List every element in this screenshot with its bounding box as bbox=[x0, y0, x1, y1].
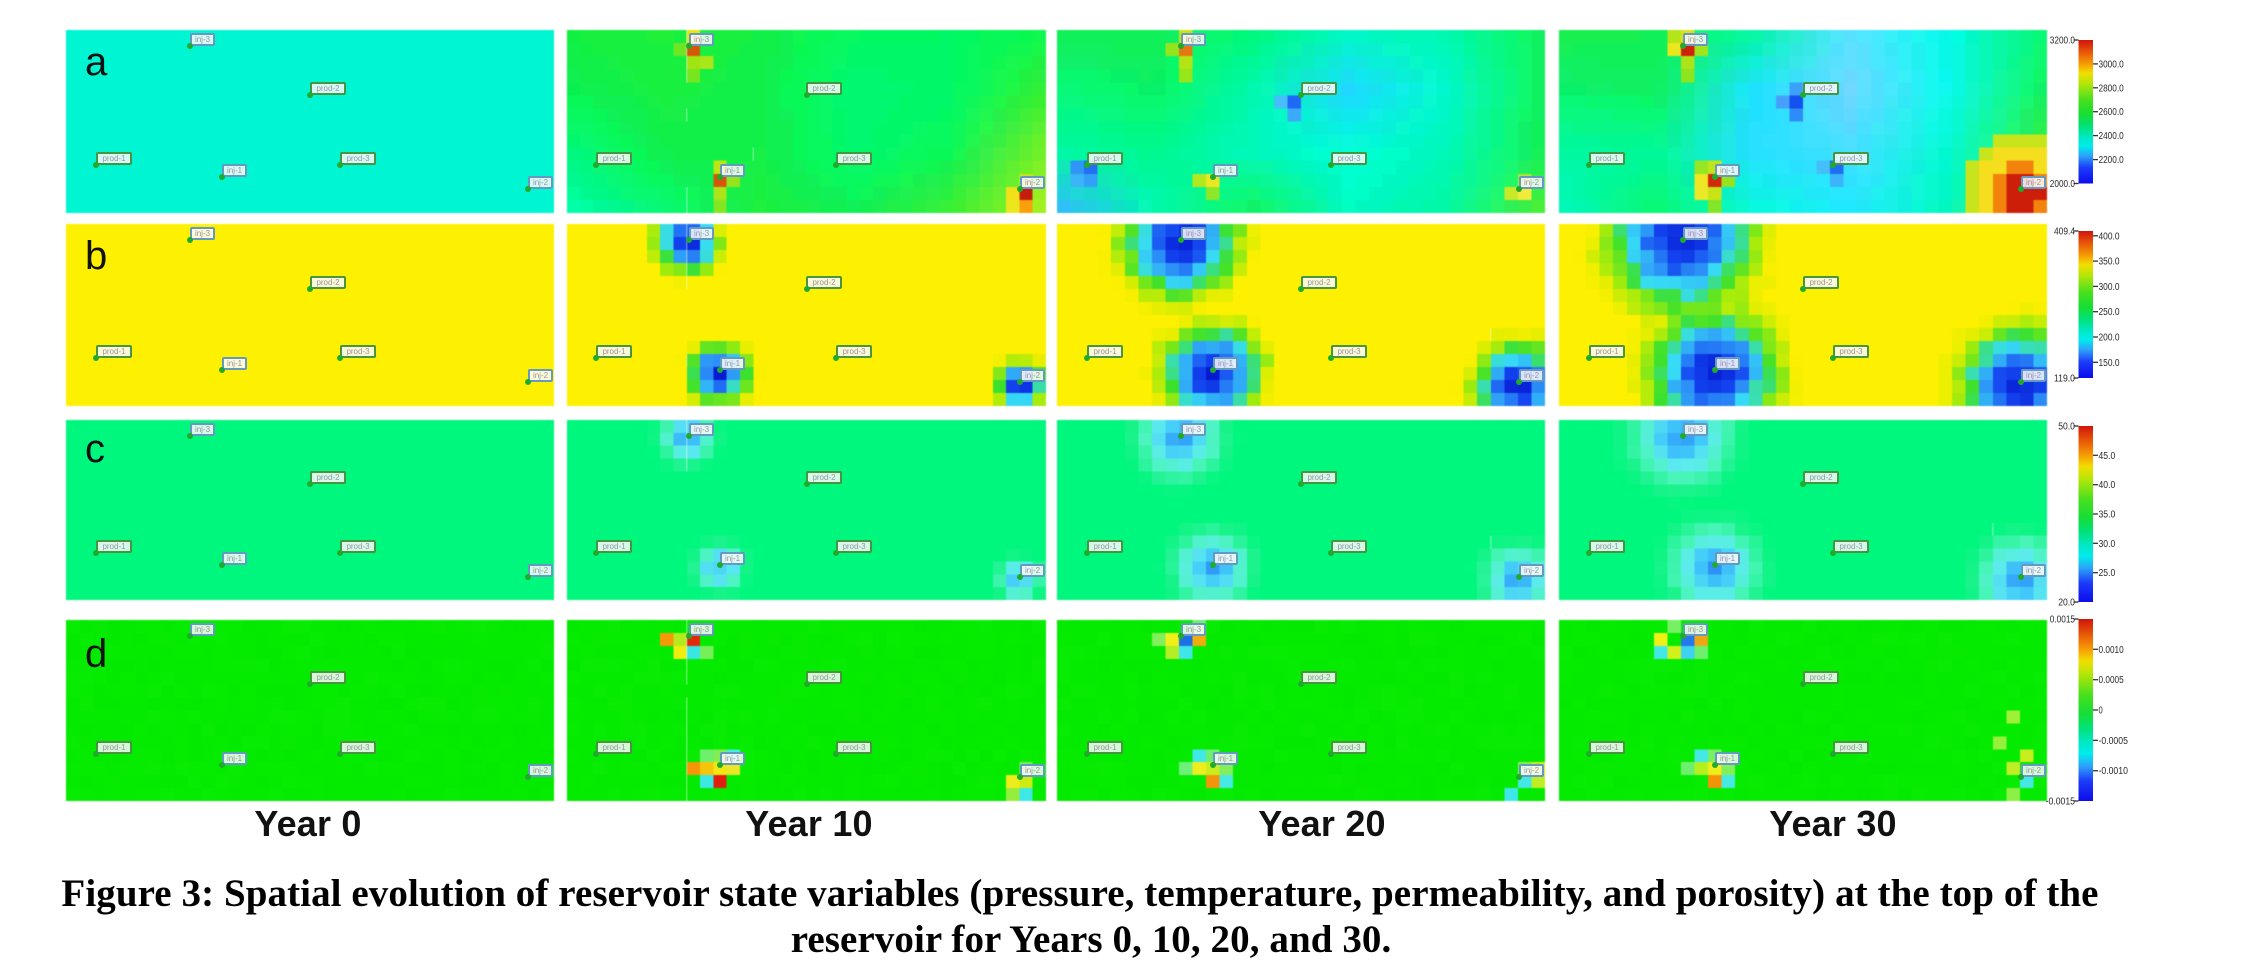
svg-text:409.4: 409.4 bbox=[2054, 227, 2075, 238]
svg-text:2400.0: 2400.0 bbox=[2099, 131, 2125, 142]
svg-text:0: 0 bbox=[2099, 706, 2104, 717]
svg-text:300.0: 300.0 bbox=[2099, 282, 2120, 293]
svg-text:119.0: 119.0 bbox=[2054, 374, 2075, 385]
svg-text:0.0010: 0.0010 bbox=[2099, 645, 2125, 656]
svg-text:-0.0015: -0.0015 bbox=[2046, 797, 2076, 808]
svg-text:30.0: 30.0 bbox=[2099, 539, 2116, 550]
svg-text:-0.0010: -0.0010 bbox=[2099, 766, 2129, 777]
svg-text:35.0: 35.0 bbox=[2099, 510, 2116, 521]
svg-text:250.0: 250.0 bbox=[2099, 307, 2120, 318]
svg-text:0.0005: 0.0005 bbox=[2099, 675, 2125, 686]
svg-text:2000.0: 2000.0 bbox=[2050, 179, 2076, 190]
svg-text:25.0: 25.0 bbox=[2099, 568, 2116, 579]
svg-text:50.0: 50.0 bbox=[2058, 422, 2075, 433]
svg-text:3200.0: 3200.0 bbox=[2050, 36, 2076, 47]
svg-text:40.0: 40.0 bbox=[2099, 480, 2116, 491]
svg-text:2600.0: 2600.0 bbox=[2099, 107, 2125, 118]
svg-text:2200.0: 2200.0 bbox=[2099, 155, 2125, 166]
svg-text:0.0015: 0.0015 bbox=[2050, 615, 2076, 626]
svg-text:3000.0: 3000.0 bbox=[2099, 59, 2125, 70]
svg-text:150.0: 150.0 bbox=[2099, 358, 2120, 369]
svg-text:350.0: 350.0 bbox=[2099, 257, 2120, 268]
svg-text:400.0: 400.0 bbox=[2099, 231, 2120, 242]
svg-text:2800.0: 2800.0 bbox=[2099, 83, 2125, 94]
svg-text:-0.0005: -0.0005 bbox=[2099, 736, 2129, 747]
svg-text:20.0: 20.0 bbox=[2058, 598, 2075, 609]
svg-text:45.0: 45.0 bbox=[2099, 451, 2116, 462]
svg-text:200.0: 200.0 bbox=[2099, 333, 2120, 344]
